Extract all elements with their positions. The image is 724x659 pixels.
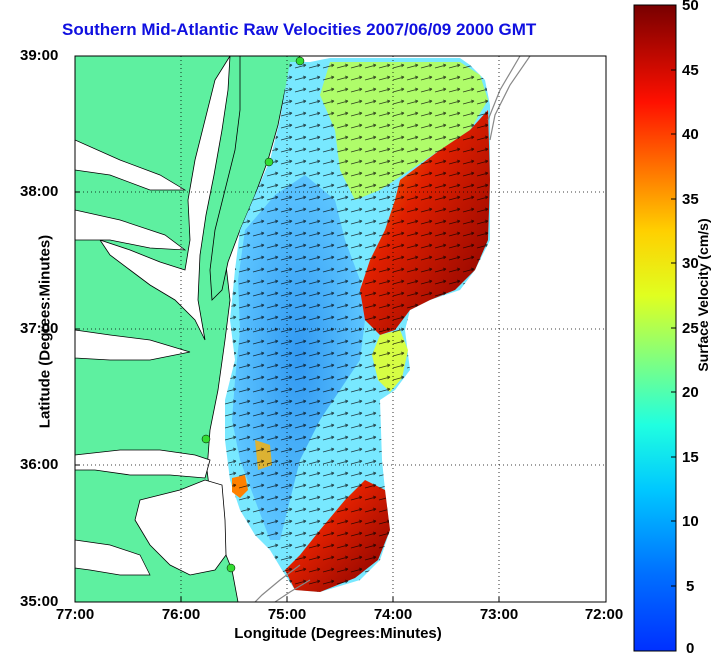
y-tick-label: 36:00 <box>20 456 59 473</box>
x-tick-label: 75:00 <box>267 606 307 623</box>
bathymetry-contour <box>489 56 531 141</box>
colorbar-tick-label: 20 <box>682 384 699 401</box>
y-tick-label: 39:00 <box>20 47 59 64</box>
x-tick-label: 72:00 <box>584 606 624 623</box>
x-tick-label: 74:00 <box>373 606 413 623</box>
colorbar-tick-label: 5 <box>686 578 695 595</box>
x-tick-label: 73:00 <box>479 606 519 623</box>
colorbar-tick-label: 35 <box>682 191 699 208</box>
y-tick-label: 35:00 <box>20 593 59 610</box>
y-tick-label: 38:00 <box>20 183 59 200</box>
colorbar-tick-label: 25 <box>682 320 699 337</box>
plot-title: Southern Mid-Atlantic Raw Velocities 200… <box>62 20 537 39</box>
station-marker <box>295 56 305 66</box>
colorbar-tick-label: 45 <box>682 62 699 79</box>
colorbar-tick-label: 15 <box>682 449 699 466</box>
peninsula <box>209 56 301 301</box>
colorbar-tick-label: 50 <box>682 0 699 14</box>
albemarle-sound <box>75 449 211 479</box>
colorbar-tick-label: 30 <box>682 255 699 272</box>
colorbar-title: Surface Velocity (cm/s) <box>695 218 711 372</box>
station-marker <box>226 563 236 573</box>
colorbar <box>633 4 677 652</box>
station-marker <box>201 434 211 444</box>
colorbar-tick-label: 10 <box>682 513 699 530</box>
grid-lines <box>75 56 606 602</box>
colorbar-tick-label: 40 <box>682 126 699 143</box>
x-tick-label: 76:00 <box>161 606 201 623</box>
station-marker <box>264 157 274 167</box>
colorbar-tick-label: 0 <box>686 640 695 657</box>
y-tick-label: 37:00 <box>20 320 59 337</box>
y-axis-title: Latitude (Degrees:Minutes) <box>36 234 54 429</box>
pamlico-sound <box>134 479 227 576</box>
x-tick-label: 77:00 <box>55 606 95 623</box>
x-axis-title: Longitude (Degrees:Minutes) <box>234 625 442 642</box>
chesapeake-bay <box>99 56 231 341</box>
